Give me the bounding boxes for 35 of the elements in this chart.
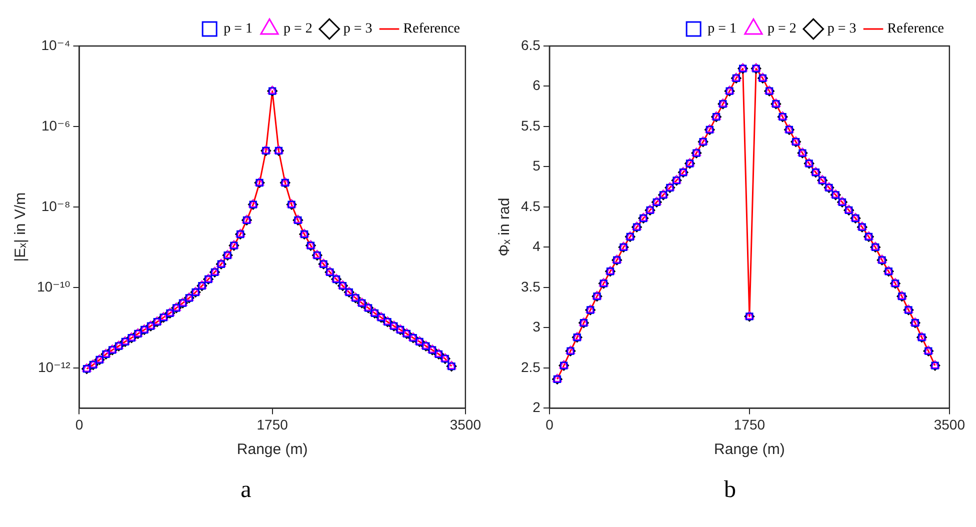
legend-label: Reference — [403, 22, 460, 37]
x-tick-label: 3500 — [934, 416, 966, 432]
legend-label: p = 1 — [708, 22, 736, 37]
y-tick-label: 10⁻¹² — [38, 358, 71, 375]
y-tick-label: 6 — [532, 77, 541, 94]
y-tick-label: 3.5 — [520, 278, 541, 294]
y-tick-label: 2 — [532, 399, 541, 416]
x-tick-label: 3500 — [450, 416, 482, 432]
y-axis-title: Φₓ in rad — [496, 198, 514, 256]
x-tick-label: 1750 — [256, 416, 288, 432]
y-axis-title: |Eₓ| in V/m — [12, 192, 30, 262]
text: b — [723, 477, 737, 504]
y-tick-label: 10⁻⁶ — [42, 117, 70, 134]
y-tick-label: 5 — [532, 158, 541, 174]
y-tick-label: 4.5 — [520, 198, 541, 214]
y-tick-label: 4 — [532, 238, 541, 254]
x-tick-label: 1750 — [734, 416, 766, 432]
legend-label: p = 3 — [827, 22, 856, 37]
legend-label: p = 3 — [343, 22, 372, 37]
legend-label: Reference — [887, 22, 944, 37]
y-tick-label: 10⁻⁴ — [41, 36, 70, 53]
y-tick-label: 2.5 — [520, 358, 541, 375]
legend-label: p = 1 — [224, 22, 252, 37]
x-tick-label: 0 — [546, 416, 554, 432]
x-tick-label: 0 — [75, 416, 84, 432]
y-tick-label: 6.5 — [520, 36, 541, 53]
legend-label: p = 2 — [767, 22, 796, 37]
x-axis-title: Range (m) — [236, 441, 308, 458]
y-tick-label: 3 — [532, 318, 541, 335]
x-axis-title: Range (m) — [714, 441, 785, 458]
y-tick-label: 10⁻¹⁰ — [36, 278, 71, 294]
y-tick-label: 5.5 — [520, 117, 541, 134]
text: a — [240, 477, 252, 504]
y-tick-label: 10⁻⁸ — [41, 198, 70, 214]
legend-label: p = 2 — [283, 22, 312, 37]
